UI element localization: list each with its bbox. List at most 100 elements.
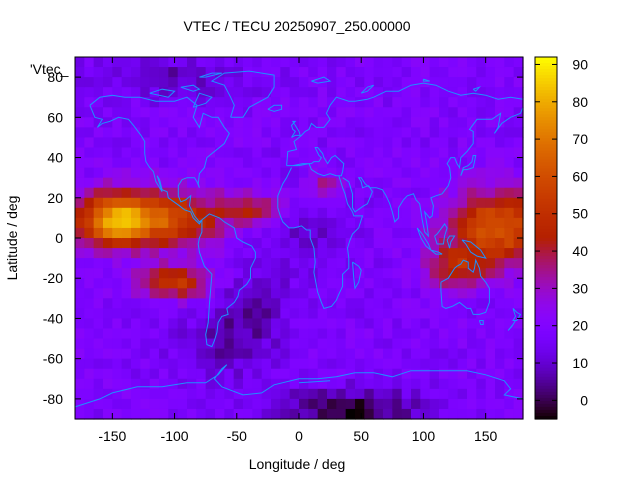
heatmap-cell: [252, 378, 263, 390]
heatmap-cell: [112, 258, 123, 269]
heatmap-cell: [159, 398, 169, 410]
heatmap-cell: [467, 217, 477, 229]
heatmap-cell: [224, 358, 235, 370]
heatmap-cell: [345, 268, 356, 279]
heatmap-cell: [327, 77, 337, 88]
heatmap-cell: [392, 298, 403, 309]
heatmap-cell: [75, 107, 85, 118]
heatmap-cell: [243, 408, 253, 420]
heatmap-cell: [495, 358, 505, 370]
heatmap-cell: [187, 308, 197, 320]
heatmap-cell: [93, 147, 104, 159]
heatmap-cell: [159, 298, 169, 309]
heatmap-cell: [383, 227, 393, 239]
heatmap-cell: [392, 358, 403, 370]
heatmap-cell: [75, 227, 85, 239]
heatmap-cell: [84, 167, 95, 179]
heatmap-cell: [308, 57, 319, 68]
heatmap-cell: [140, 318, 151, 330]
colorbar-swatch: [535, 343, 557, 348]
heatmap-cell: [327, 298, 337, 309]
heatmap-cell: [495, 268, 505, 279]
heatmap-cell: [345, 388, 356, 400]
heatmap-cell: [271, 57, 281, 68]
heatmap-cell: [336, 137, 347, 149]
heatmap-cell: [513, 348, 524, 360]
heatmap-cell: [75, 378, 85, 390]
heatmap-cell: [103, 77, 113, 88]
heatmap-cell: [420, 157, 431, 169]
heatmap-cell: [177, 328, 188, 340]
heatmap-cell: [224, 137, 235, 149]
heatmap-cell: [448, 197, 459, 209]
heatmap-cell: [140, 217, 151, 229]
heatmap-cell: [448, 398, 459, 410]
heatmap-cell: [93, 97, 104, 108]
heatmap-cell: [299, 268, 309, 279]
heatmap-cell: [205, 318, 216, 330]
heatmap-cell: [112, 398, 123, 410]
heatmap-cell: [177, 117, 188, 128]
heatmap-cell: [355, 137, 365, 149]
heatmap-cell: [159, 258, 169, 269]
heatmap-cell: [485, 107, 496, 118]
heatmap-cell: [252, 187, 263, 199]
heatmap-cell: [345, 288, 356, 299]
heatmap-cell: [84, 278, 95, 289]
heatmap-cell: [224, 298, 235, 309]
heatmap-cell: [75, 217, 85, 229]
heatmap-cell: [392, 227, 403, 239]
heatmap-cell: [327, 278, 337, 289]
heatmap-cell: [233, 87, 244, 98]
heatmap-cell: [476, 127, 487, 139]
heatmap-cell: [429, 77, 440, 88]
heatmap-cell: [271, 398, 281, 410]
heatmap-cell: [467, 67, 477, 78]
heatmap-cell: [327, 348, 337, 360]
heatmap-cell: [187, 77, 197, 88]
heatmap-cell: [299, 398, 309, 410]
heatmap-cell: [495, 127, 505, 139]
heatmap-cell: [289, 157, 300, 169]
heatmap-cell: [495, 298, 505, 309]
heatmap-cell: [149, 298, 160, 309]
heatmap-cell: [271, 117, 281, 128]
heatmap-cell: [373, 248, 384, 259]
heatmap-cell: [149, 117, 160, 128]
heatmap-cell: [504, 137, 515, 149]
heatmap-cell: [513, 388, 524, 400]
heatmap-cell: [131, 147, 141, 159]
heatmap-cell: [252, 398, 263, 410]
heatmap-cell: [84, 398, 95, 410]
heatmap-cell: [513, 67, 524, 78]
colorbar-swatch: [535, 352, 557, 357]
heatmap-cell: [439, 288, 449, 299]
heatmap-cell: [383, 238, 393, 249]
heatmap-cell: [308, 258, 319, 269]
heatmap-cell: [457, 77, 468, 88]
heatmap-cell: [233, 408, 244, 420]
heatmap-cell: [467, 328, 477, 340]
colorbar-swatch: [535, 177, 557, 182]
heatmap-cell: [448, 227, 459, 239]
heatmap-cell: [392, 238, 403, 249]
heatmap-cell: [317, 217, 328, 229]
heatmap-cell: [224, 87, 235, 98]
heatmap-cell: [215, 258, 225, 269]
heatmap-cell: [224, 318, 235, 330]
heatmap-cell: [215, 187, 225, 199]
heatmap-cell: [420, 388, 431, 400]
heatmap-cell: [205, 97, 216, 108]
colorbar-swatch: [535, 171, 557, 176]
heatmap-cell: [289, 107, 300, 118]
colorbar-swatch: [535, 376, 557, 381]
heatmap-cell: [317, 348, 328, 360]
colorbar-swatch: [535, 337, 557, 342]
heatmap-cell: [336, 238, 347, 249]
heatmap-cell: [364, 258, 375, 269]
heatmap-cell: [196, 388, 207, 400]
heatmap-cell: [271, 127, 281, 139]
coastline-segment: [422, 78, 430, 82]
colorbar-swatch: [535, 129, 557, 134]
heatmap-cell: [420, 288, 431, 299]
